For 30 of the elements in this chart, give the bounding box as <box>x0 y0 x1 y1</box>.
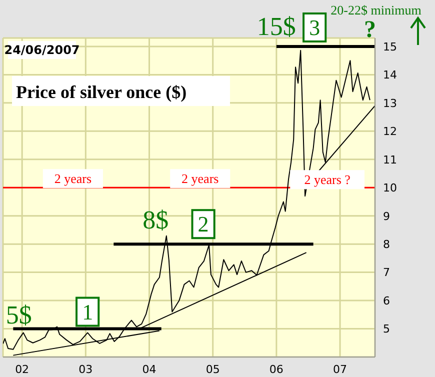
x-tick-label: 04 <box>142 362 156 376</box>
x-tick-label: 03 <box>78 362 93 376</box>
y-tick-label: 13 <box>383 96 397 110</box>
annotation: 5$ <box>6 300 32 330</box>
y-tick-label: 5 <box>383 322 390 336</box>
x-tick-label: 06 <box>269 362 284 376</box>
x-tick-label: 05 <box>206 362 220 376</box>
x-tick-label: 07 <box>333 362 348 376</box>
annotation: 24/06/2007 <box>4 43 80 57</box>
y-tick-label: 14 <box>383 68 397 82</box>
annotation: 2 <box>198 212 209 237</box>
annotation: 15$ <box>256 12 296 41</box>
y-tick-label: 8 <box>383 238 390 251</box>
y-tick-label: 11 <box>383 153 397 166</box>
text: 20-22$ minimum <box>330 2 422 18</box>
annotation: 2 years <box>182 171 219 186</box>
annotation: 1 <box>82 299 94 324</box>
y-tick-label: 6 <box>383 294 390 308</box>
annotation: 3 <box>309 14 320 40</box>
annotation: ? <box>364 17 376 43</box>
annotation: 2 years <box>54 171 92 186</box>
y-tick-label: 10 <box>383 182 397 195</box>
y-tick-label: 9 <box>383 210 390 223</box>
annotation: 2 years ? <box>304 172 351 188</box>
y-tick-label: 15 <box>383 40 397 54</box>
y-tick-label: 12 <box>383 125 397 138</box>
y-tick-label: 7 <box>383 266 390 280</box>
text: Price of silver once ($) <box>16 82 187 102</box>
annotation: 8$ <box>142 206 169 235</box>
x-tick-label: 02 <box>15 362 30 376</box>
